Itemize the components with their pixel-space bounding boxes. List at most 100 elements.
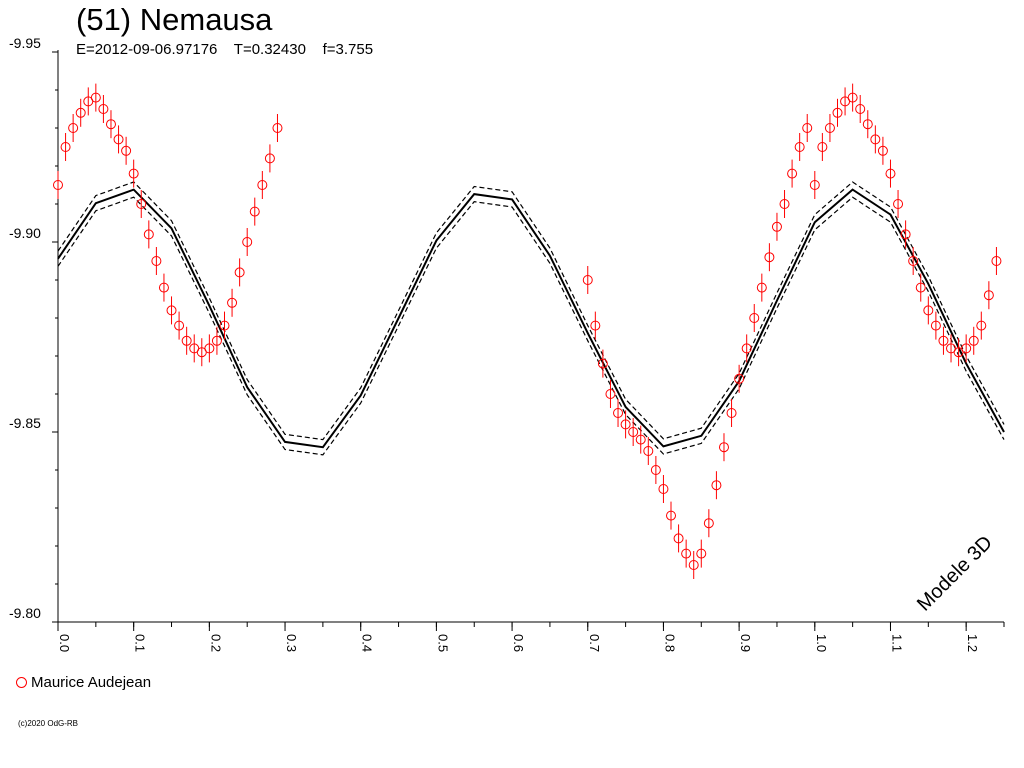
data-point (824, 123, 835, 133)
data-point (711, 480, 722, 491)
data-point (741, 343, 752, 354)
data-point (249, 206, 260, 217)
data-point (983, 290, 994, 301)
data-point (666, 510, 677, 521)
data-point (650, 465, 661, 475)
x-tick-label: 0.0 (57, 634, 72, 652)
data-point (620, 419, 631, 430)
model-envelope-curve (57, 181, 1005, 441)
period-label: T=0.32430 (233, 41, 306, 58)
data-point (703, 518, 714, 529)
data-point (681, 548, 692, 559)
data-point (779, 199, 790, 209)
data-point (855, 104, 866, 114)
data-point (908, 256, 919, 266)
data-point (771, 221, 782, 232)
data-point (870, 134, 881, 145)
data-point (113, 134, 124, 145)
data-point (718, 442, 729, 453)
x-tick-label: 0.1 (133, 634, 148, 652)
data-point (673, 533, 684, 544)
frequency-label: f=3.755 (322, 41, 374, 58)
data-point (613, 408, 624, 418)
data-point (749, 313, 760, 323)
data-point (90, 92, 101, 103)
data-point (893, 199, 904, 209)
data-point (75, 107, 86, 118)
x-tick-label: 1.2 (965, 634, 980, 652)
data-point (688, 560, 699, 570)
model-label: Modele 3D (913, 532, 997, 616)
data-point (832, 107, 843, 118)
chart-title: (51) Nemausa (76, 2, 273, 37)
data-point (158, 282, 169, 293)
model-curve (57, 188, 1005, 449)
x-tick-label: 0.2 (208, 634, 223, 652)
data-point (930, 320, 941, 331)
x-tick-label: 1.0 (814, 634, 829, 652)
data-point (696, 548, 707, 559)
data-point (756, 282, 767, 293)
chart-subtitle: E=2012-09-06.97176 T=0.32430 f=3.755 (76, 41, 373, 58)
data-point (764, 252, 775, 263)
data-point (991, 256, 1002, 266)
data-point (802, 123, 813, 133)
data-point (900, 229, 911, 240)
data-point (272, 123, 283, 133)
x-tick-label: 0.4 (360, 634, 375, 652)
x-tick-label: 0.6 (511, 634, 526, 652)
data-point (643, 446, 654, 456)
data-point (726, 408, 737, 418)
data-point (53, 180, 63, 190)
data-point (635, 434, 646, 445)
data-point (143, 229, 154, 240)
x-tick-label: 0.8 (662, 634, 677, 652)
model-envelope-curve (57, 196, 1005, 456)
data-point (658, 484, 669, 494)
data-point (60, 142, 71, 152)
y-tick-label: -9.95 (9, 35, 41, 51)
data-point (128, 168, 139, 179)
data-point (809, 180, 820, 190)
x-tick-label: 0.9 (738, 634, 753, 652)
data-point (136, 199, 147, 209)
data-point (787, 168, 798, 179)
legend-marker-icon (16, 677, 27, 688)
data-point (582, 275, 593, 285)
data-point (628, 427, 639, 437)
data-point (234, 267, 245, 278)
data-point (938, 335, 949, 346)
data-point (166, 305, 177, 316)
legend-label: Maurice Audejean (31, 674, 152, 691)
data-point (181, 335, 192, 346)
data-point (968, 335, 979, 346)
x-tick-label: 1.1 (889, 634, 904, 652)
data-point (817, 142, 828, 152)
y-tick-label: -9.90 (9, 225, 41, 241)
y-tick-label: -9.85 (9, 415, 41, 431)
data-point (734, 373, 745, 384)
data-point (877, 145, 888, 156)
data-point (68, 123, 79, 133)
data-point (923, 305, 934, 316)
data-point (264, 153, 275, 164)
epoch-label: E=2012-09-06.97176 (76, 41, 218, 58)
data-point (151, 256, 162, 266)
data-point (219, 320, 230, 331)
data-point (121, 145, 132, 156)
copyright-note: (c)2020 OdG-RB (18, 719, 79, 728)
data-point (976, 320, 987, 331)
legend: Maurice Audejean (16, 674, 151, 691)
x-tick-label: 0.7 (587, 634, 602, 652)
data-point (98, 104, 109, 114)
data-point (590, 320, 601, 331)
x-tick-label: 0.5 (435, 634, 450, 652)
data-point (794, 142, 805, 152)
data-point (885, 168, 896, 179)
data-point (204, 343, 215, 354)
data-point (227, 297, 238, 308)
data-point (174, 320, 185, 331)
data-point (257, 180, 268, 190)
data-point (862, 119, 873, 130)
